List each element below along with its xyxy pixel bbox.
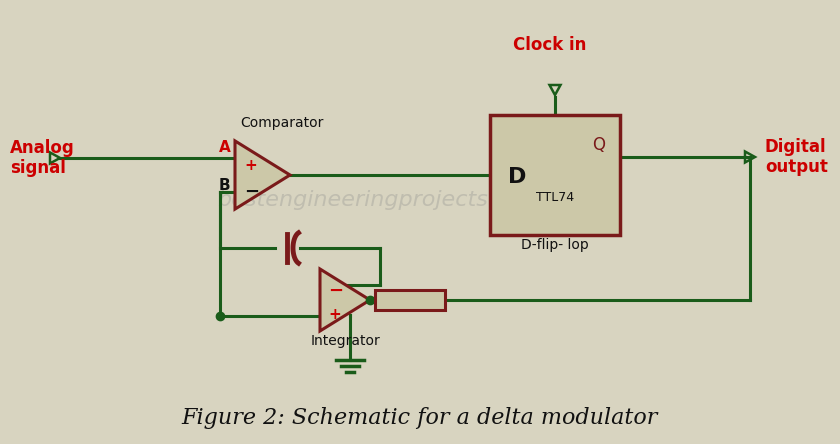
Text: Q: Q [592,136,605,154]
Text: Analog
signal: Analog signal [10,139,75,177]
Text: +: + [328,306,341,321]
Text: Digital
output: Digital output [765,138,828,176]
Bar [490,115,620,235]
Text: Figure 2: Schematic for a delta modulator: Figure 2: Schematic for a delta modulato… [181,407,659,429]
Text: A: A [219,140,231,155]
Text: −: − [244,182,259,201]
Text: D: D [508,167,527,187]
Text: TTL74: TTL74 [536,191,574,204]
Text: Clock in: Clock in [513,36,586,54]
Text: Comparator: Comparator [240,116,323,130]
Polygon shape [320,269,370,331]
Text: +: + [244,158,257,173]
Text: −: − [328,282,343,300]
Polygon shape [235,141,290,209]
Text: B: B [219,178,231,193]
Text: D-flip- lop: D-flip- lop [521,238,589,252]
Text: bestengineeringprojects.com: bestengineeringprojects.com [218,190,543,210]
Text: Integrator: Integrator [310,334,380,348]
Bar [375,290,445,310]
